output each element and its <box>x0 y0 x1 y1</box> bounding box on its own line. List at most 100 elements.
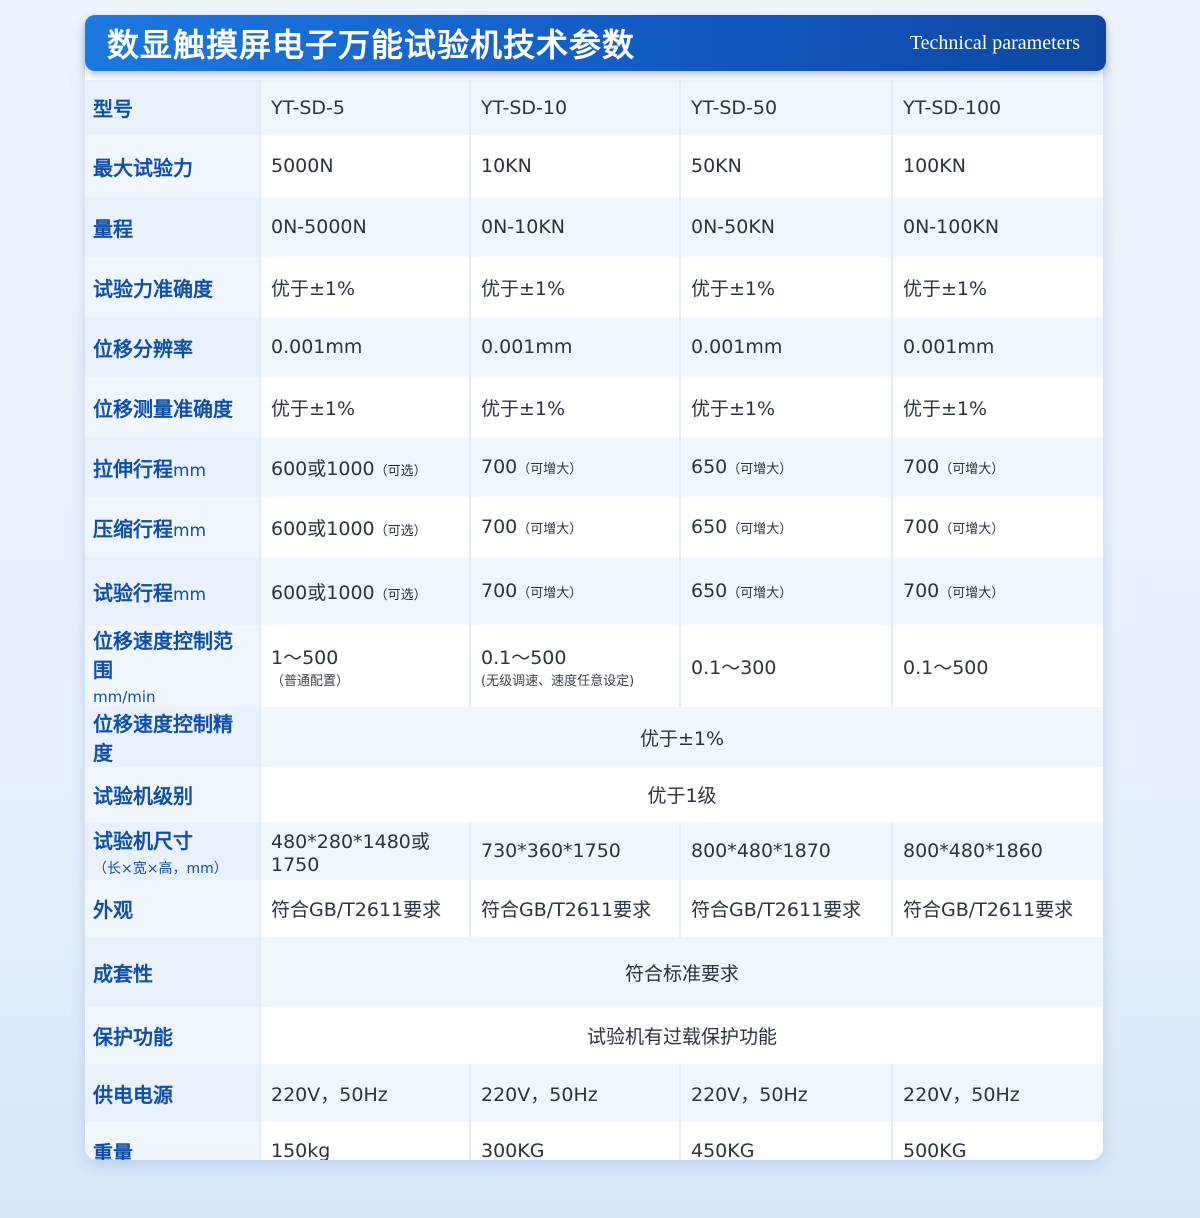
table-row: 最大试验力 5000N 10KN 50KN 100KN <box>85 135 1103 197</box>
note-text: （可增大） <box>727 522 793 537</box>
value-cell: 700（可增大） <box>891 437 1103 497</box>
value-text: 220V，50Hz <box>481 1083 598 1106</box>
value-text: 700 <box>903 456 940 478</box>
row-label: 供电电源 <box>85 1064 260 1122</box>
note-text: （可选） <box>374 463 427 479</box>
value-text: 优于±1% <box>903 397 988 420</box>
label-text: 供电电源 <box>93 1082 173 1107</box>
label-text: 外观 <box>93 898 133 922</box>
value-cell: 优于±1% <box>259 377 470 437</box>
row-label: 重量 <box>85 1122 260 1160</box>
note-text: （可增大） <box>939 462 1005 477</box>
row-label: 位移分辨率 <box>85 317 260 377</box>
value-text: 优于±1% <box>481 397 566 420</box>
value-cell: 650（可增大） <box>679 437 892 497</box>
table-row: 位移速度控制范围 mm/min 1～500 （普通配置） 0.1～500 (无级调速、速度… <box>85 625 1103 707</box>
value-cell: 500KG <box>891 1122 1103 1160</box>
value-text: 0.001mm <box>691 336 783 358</box>
value-cell: 0.001mm <box>679 317 892 377</box>
value-cell: 450KG <box>679 1122 892 1160</box>
label-text: 保护功能 <box>93 1025 173 1049</box>
table-row: 压缩行程mm 600或1000（可选） 700（可增大） 650（可增大） 700（可增… <box>85 497 1103 557</box>
table-row: 供电电源 220V，50Hz 220V，50Hz 220V，50Hz 220V，50Hz <box>85 1064 1103 1122</box>
row-label: 成套性 <box>85 937 260 1007</box>
table-row: 量程 0N-5000N 0N-10KN 0N-50KN 0N-100KN <box>85 197 1103 257</box>
title-banner: 数显触摸屏电子万能试验机技术参数 Technical parameters <box>85 15 1106 71</box>
value-cell: YT-SD-50 <box>679 80 892 135</box>
row-label: 试验行程mm <box>85 557 260 625</box>
table-row: 位移分辨率 0.001mm 0.001mm 0.001mm 0.001mm <box>85 317 1103 377</box>
label-text: 型号 <box>93 97 133 121</box>
row-label: 位移测量准确度 <box>85 377 260 437</box>
row-label: 位移速度控制精度 <box>85 707 260 767</box>
page-title: 数显触摸屏电子万能试验机技术参数 <box>107 26 636 64</box>
row-label: 试验机级别 <box>85 767 260 822</box>
note-text: (无级调速、速度任意设定) <box>481 674 635 689</box>
value-cell: 220V，50Hz <box>259 1064 470 1122</box>
label-text: 拉伸行程 <box>93 456 173 481</box>
value-cell: 650（可增大） <box>679 497 892 557</box>
value-text: 220V，50Hz <box>903 1083 1020 1106</box>
row-label: 最大试验力 <box>85 135 260 197</box>
note-text: （可增大） <box>517 586 583 601</box>
note-text: （可增大） <box>727 462 793 477</box>
table-row: 重量 150kg 300KG 450KG 500KG <box>85 1122 1103 1160</box>
value-cell: 220V，50Hz <box>469 1064 680 1122</box>
row-label: 拉伸行程mm <box>85 437 260 497</box>
value-cell: 150kg <box>259 1122 470 1160</box>
value-text: YT-SD-10 <box>481 96 568 119</box>
value-cell: 0.001mm <box>469 317 680 377</box>
value-text: 优于±1% <box>271 397 356 420</box>
value-cell: 优于±1% <box>259 257 470 317</box>
value-cell: 0.001mm <box>259 317 470 377</box>
value-text: 优于±1% <box>691 397 776 420</box>
value-cell: 100KN <box>891 135 1103 197</box>
value-text: 650 <box>691 456 728 478</box>
value-cell: 800*480*1860 <box>891 822 1103 880</box>
row-label: 试验机尺寸 （长×宽×高，mm） <box>85 822 260 880</box>
value-cell: 700（可增大） <box>891 497 1103 557</box>
value-cell: 0.1～500 <box>891 625 1103 707</box>
unit-text: mm/min <box>93 688 156 706</box>
row-label: 外观 <box>85 880 260 937</box>
label-text: 位移测量准确度 <box>93 396 233 421</box>
value-cell: 1～500 （普通配置） <box>259 625 470 707</box>
value-text: 450KG <box>691 1140 755 1160</box>
table-row: 外观 符合GB/T2611要求 符合GB/T2611要求 符合GB/T2611要求 符合… <box>85 880 1103 937</box>
note-text: （可增大） <box>939 586 1005 601</box>
value-text: 600或1000 <box>271 457 375 480</box>
value-text: YT-SD-50 <box>691 96 778 119</box>
value-text: 10KN <box>481 155 532 177</box>
value-text: 800*480*1860 <box>903 840 1043 862</box>
value-text: 50KN <box>691 155 742 177</box>
value-text: 500KG <box>903 1140 967 1160</box>
value-cell: YT-SD-100 <box>891 80 1103 135</box>
table-row: 试验力准确度 优于±1% 优于±1% 优于±1% 优于±1% <box>85 257 1103 317</box>
value-text: 符合GB/T2611要求 <box>691 899 862 921</box>
note-text: （可增大） <box>517 522 583 537</box>
table-row: 成套性 符合标准要求 <box>85 937 1103 1007</box>
label-text: 位移速度控制精度 <box>93 712 233 765</box>
value-cell: 730*360*1750 <box>469 822 680 880</box>
unit-text: mm <box>173 520 207 541</box>
label-text: 试验力准确度 <box>93 276 213 301</box>
value-text: 480*280*1480或1750 <box>271 830 430 876</box>
merged-value: 试验机有过载保护功能 <box>259 1007 1103 1064</box>
value-text: 0N-10KN <box>481 216 566 238</box>
value-cell: 700（可增大） <box>469 497 680 557</box>
unit-text: （长×宽×高，mm） <box>93 860 228 877</box>
value-text: 220V，50Hz <box>691 1083 808 1106</box>
value-cell: 220V，50Hz <box>679 1064 892 1122</box>
value-cell: 50KN <box>679 135 892 197</box>
table-row: 试验行程mm 600或1000（可选） 700（可增大） 650（可增大） 700（可增… <box>85 557 1103 625</box>
value-text: 0N-100KN <box>903 216 1000 238</box>
value-cell: 优于±1% <box>469 257 680 317</box>
value-cell: 优于±1% <box>891 257 1103 317</box>
value-text: 0N-50KN <box>691 216 776 238</box>
value-cell: 800*480*1870 <box>679 822 892 880</box>
value-cell: YT-SD-10 <box>469 80 680 135</box>
note-text: （可选） <box>374 523 427 539</box>
value-cell: 优于±1% <box>679 257 892 317</box>
value-cell: 0.1～300 <box>679 625 892 707</box>
value-text: 100KN <box>903 155 966 177</box>
